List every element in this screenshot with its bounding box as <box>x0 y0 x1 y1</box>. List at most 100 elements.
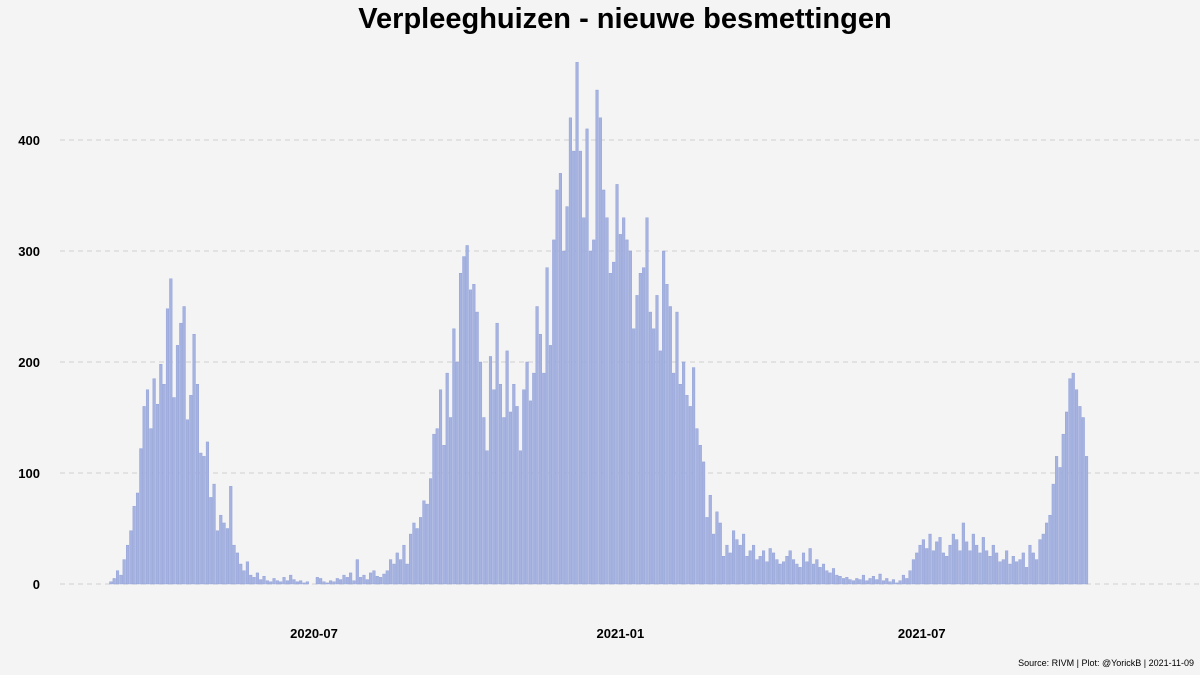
source-caption: Source: RIVM | Plot: @YorickB | 2021-11-… <box>1018 658 1194 668</box>
bar <box>342 574 346 585</box>
bar <box>439 389 443 585</box>
bar <box>918 544 922 585</box>
bar <box>172 397 176 585</box>
bar <box>582 217 586 585</box>
y-tick-label: 300 <box>18 244 40 259</box>
bar <box>485 450 489 585</box>
y-axis-tick-labels: 0 100 200 300 400 <box>18 133 40 592</box>
bar <box>285 580 289 585</box>
bar <box>715 511 719 585</box>
bar <box>778 563 782 585</box>
bar <box>755 559 759 585</box>
bar <box>1068 378 1072 585</box>
bar <box>239 563 243 585</box>
bar <box>608 273 612 585</box>
bar <box>488 356 493 585</box>
bar <box>375 576 379 585</box>
bar <box>988 556 992 585</box>
bar <box>588 250 592 585</box>
bar <box>435 428 439 585</box>
bar <box>965 541 969 585</box>
bar <box>798 567 802 585</box>
bar <box>848 579 852 585</box>
bar <box>302 582 306 585</box>
bar <box>628 250 632 585</box>
bar <box>841 578 846 585</box>
bar <box>935 541 939 585</box>
bar <box>1035 559 1039 585</box>
bar <box>881 580 885 585</box>
bar <box>462 256 466 585</box>
bar <box>1001 559 1005 585</box>
bar <box>878 573 882 585</box>
bar <box>478 361 483 585</box>
bar <box>132 506 136 585</box>
bar <box>648 311 652 585</box>
bar <box>632 328 636 585</box>
bar <box>155 403 160 585</box>
bar <box>165 308 170 585</box>
bar <box>508 411 513 585</box>
bar <box>1085 456 1089 585</box>
bar <box>292 579 296 585</box>
bar <box>1048 514 1052 585</box>
bar <box>1065 411 1069 585</box>
bar <box>319 578 323 585</box>
bar <box>971 533 975 585</box>
bar <box>732 530 736 585</box>
y-tick-label: 0 <box>33 577 40 592</box>
bar <box>179 322 183 585</box>
bar <box>472 284 476 585</box>
bar <box>122 559 126 585</box>
bar <box>911 559 915 585</box>
bar <box>678 384 682 585</box>
bar <box>249 574 253 585</box>
bar <box>315 577 319 585</box>
bar <box>528 400 532 585</box>
bar <box>925 548 929 585</box>
bar <box>112 578 116 585</box>
bar <box>422 500 426 585</box>
bar <box>662 250 666 585</box>
y-tick-label: 100 <box>18 466 40 481</box>
bar <box>845 577 849 585</box>
bar <box>708 495 712 585</box>
bar <box>718 522 722 585</box>
bar <box>142 406 146 585</box>
bar <box>445 372 449 585</box>
bar <box>1041 533 1045 585</box>
bar <box>702 461 706 585</box>
bar <box>938 537 942 585</box>
bar <box>622 217 626 585</box>
bar <box>985 550 989 585</box>
bar <box>915 552 919 585</box>
bar <box>772 552 776 585</box>
bar <box>578 150 582 585</box>
bars <box>109 62 1089 585</box>
bar <box>672 372 676 585</box>
bar <box>109 581 113 585</box>
bar <box>129 530 133 585</box>
bar <box>975 544 979 585</box>
bar <box>675 311 679 585</box>
bar <box>289 574 293 585</box>
bar <box>389 559 393 585</box>
bar <box>801 552 806 585</box>
bar <box>199 452 203 585</box>
bar <box>255 572 259 585</box>
bar <box>688 406 692 585</box>
bar <box>369 572 373 585</box>
bar <box>855 578 859 585</box>
bar <box>865 580 869 585</box>
bar <box>931 550 935 585</box>
bar <box>831 568 836 585</box>
bar <box>262 576 266 585</box>
bar <box>522 389 526 585</box>
bar <box>652 328 656 585</box>
bar <box>475 311 479 585</box>
bar <box>419 517 423 585</box>
bar <box>981 537 985 585</box>
bar <box>425 503 429 585</box>
bar <box>322 581 326 585</box>
bar <box>898 580 902 585</box>
